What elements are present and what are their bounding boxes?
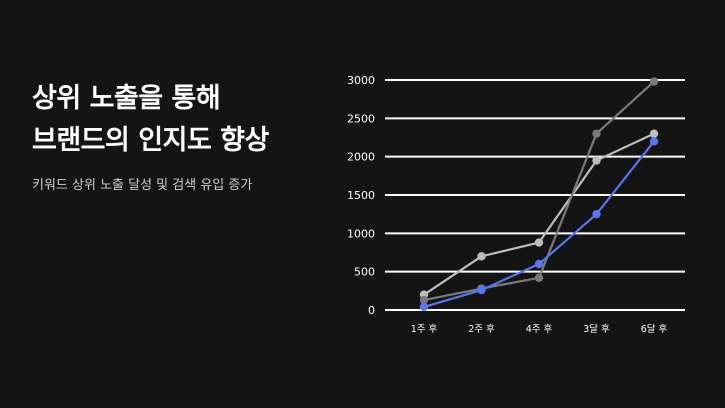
y-tick-label: 1500 bbox=[347, 189, 375, 202]
series-line bbox=[423, 132, 655, 296]
y-tick-label: 2000 bbox=[347, 151, 375, 164]
data-point bbox=[592, 156, 601, 165]
x-tick-label: 6달 후 bbox=[641, 323, 668, 335]
x-tick-label: 1주 후 bbox=[411, 324, 438, 335]
data-point bbox=[534, 273, 544, 282]
data-point bbox=[592, 209, 601, 219]
y-tick-label: 3000 bbox=[347, 74, 375, 87]
data-point bbox=[534, 259, 544, 269]
y-tick-label: 0 bbox=[368, 304, 375, 317]
data-point bbox=[534, 238, 544, 247]
data-point bbox=[649, 137, 659, 146]
y-tick-label: 1000 bbox=[347, 227, 375, 240]
data-point bbox=[477, 252, 486, 261]
y-tick-label: 2500 bbox=[347, 112, 375, 125]
data-point bbox=[592, 129, 601, 138]
x-tick-label: 3달 후 bbox=[583, 323, 610, 335]
headline-line-1: 상위 노출을 통해 bbox=[32, 83, 221, 114]
data-point bbox=[419, 295, 429, 305]
y-tick-label: 500 bbox=[354, 266, 375, 279]
series-line bbox=[423, 140, 655, 308]
subtitle: 키워드 상위 노출 달성 및 검색 유입 증가 bbox=[32, 178, 253, 193]
data-point bbox=[649, 129, 659, 138]
data-point bbox=[419, 302, 429, 312]
headline-line-2: 브랜드의 인지도 향상 bbox=[32, 125, 269, 156]
x-tick-label: 4주 후 bbox=[526, 324, 553, 335]
data-point bbox=[649, 77, 659, 86]
data-point bbox=[477, 285, 486, 295]
headline: 상위 노출을 통해 브랜드의 인지도 향상 bbox=[32, 78, 332, 162]
x-tick-label: 2주 후 bbox=[468, 324, 495, 335]
